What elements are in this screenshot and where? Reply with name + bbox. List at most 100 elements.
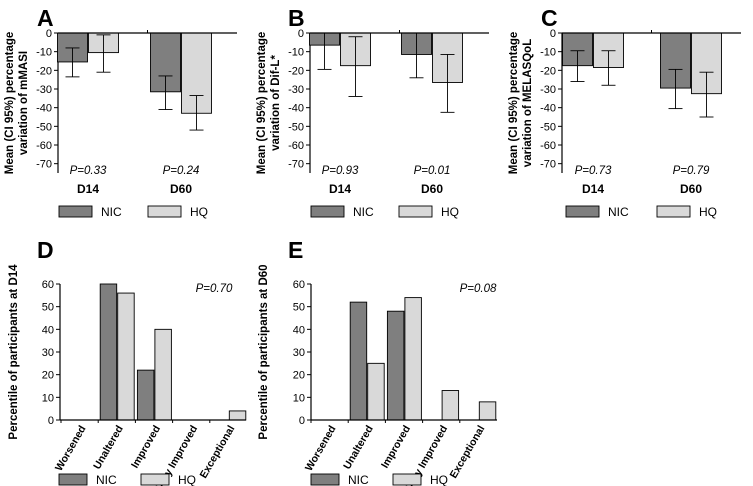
y-tick-label-c: -70: [540, 159, 556, 171]
legend-swatch-nic: [310, 473, 340, 486]
panel-label-c: C: [541, 5, 558, 31]
legend-a: NIC HQ: [58, 205, 208, 219]
y-tick-label-e: 0: [299, 415, 305, 427]
y-axis-title-a: Mean (CI 95%) percentage: [4, 32, 16, 175]
legend-label-nic: NIC: [348, 473, 369, 486]
panel-b: B Mean (CI 95%) percentage variation of Di…: [256, 5, 489, 219]
panel-label-b: B: [288, 5, 305, 31]
legend-swatch-nic: [310, 205, 345, 218]
y-tick-label-c: -60: [540, 140, 556, 152]
y-tick-label-a: -10: [36, 47, 52, 59]
panel-e: E Percentile of participants at D60 0 10 20 3…: [258, 237, 497, 486]
panel-label-e: E: [288, 237, 303, 263]
y-tick-label-a: -20: [36, 65, 52, 77]
y-axis-title-d: Percentile of participants at D14: [8, 264, 20, 440]
p-value-a: P=0.33: [70, 165, 107, 177]
x-tick-label-a: D14: [77, 182, 99, 196]
legend-label-nic: NIC: [353, 205, 374, 219]
bar-nic-d-2: [136, 369, 155, 421]
legend-d: NIC HQ: [58, 473, 196, 486]
y-tick-label-b: -20: [288, 65, 304, 77]
x-tick-label-d: Improved: [129, 424, 163, 471]
legend-label-hq: HQ: [430, 473, 448, 486]
y-tick-label-c: -10: [540, 47, 556, 59]
bar-hq-e-3: [441, 390, 460, 421]
bar-nic-e-2: [386, 310, 405, 421]
y-tick-label-c: 0: [550, 28, 556, 40]
y-tick-label-c: -30: [540, 84, 556, 96]
x-tick-label-d: Exceptional: [198, 423, 238, 480]
y-axis-title-b: Mean (CI 95%) percentage: [256, 32, 268, 175]
x-tick-label-c: D14: [582, 182, 604, 196]
y-tick-label-a: -40: [36, 103, 52, 115]
y-tick-label-e: 30: [293, 347, 305, 359]
legend-swatch-nic: [58, 205, 93, 218]
p-value-c: P=0.73: [575, 165, 612, 177]
panel-label-d: D: [37, 237, 54, 263]
bar-nic-d-1: [99, 283, 118, 421]
y-tick-label-e: 20: [293, 370, 305, 382]
bar-nic-e-1: [349, 301, 368, 421]
y-tick-label-d: 30: [42, 347, 54, 359]
legend-label-nic: NIC: [608, 205, 629, 219]
y-tick-label-b: -10: [288, 47, 304, 59]
panel-d: D Percentile of participants at D14 0 10 20 3…: [8, 237, 247, 486]
legend-label-hq: HQ: [178, 473, 196, 486]
y-axis-title-a: variation of mMASI: [18, 51, 30, 155]
y-tick-label-b: -30: [288, 84, 304, 96]
p-value-c: P=0.79: [673, 165, 710, 177]
y-tick-label-a: -50: [36, 121, 52, 133]
x-tick-label-b: D14: [329, 182, 351, 196]
y-tick-label-a: 0: [46, 28, 52, 40]
legend-label-hq: HQ: [699, 205, 717, 219]
y-axis-title-e: Percentile of participants at D60: [258, 264, 270, 439]
y-tick-label-b: -50: [288, 121, 304, 133]
y-tick-label-b: -70: [288, 159, 304, 171]
legend-swatch-hq: [147, 205, 182, 218]
legend-label-hq: HQ: [190, 205, 208, 219]
panel-a: A Mean (CI 95%) percentage variation of mM…: [4, 5, 237, 219]
y-tick-label-e: 60: [293, 279, 305, 291]
y-tick-label-d: 50: [42, 302, 54, 314]
y-tick-label-c: -50: [540, 121, 556, 133]
y-tick-label-c: -20: [540, 65, 556, 77]
x-tick-label-c: D60: [680, 182, 702, 196]
x-tick-label-a: D60: [170, 182, 192, 196]
x-tick-label-e: Unaltered: [341, 424, 376, 472]
y-tick-label-d: 60: [42, 279, 54, 291]
bar-hq-e-1: [367, 362, 385, 421]
panel-c: C Mean (CI 95%) percentage variation of ME…: [508, 5, 741, 219]
y-tick-label-e: 40: [293, 324, 305, 336]
y-tick-label-d: 20: [42, 370, 54, 382]
y-tick-label-b: 0: [298, 28, 304, 40]
x-tick-label-e: Improved: [379, 424, 413, 471]
p-value-b: P=0.93: [322, 165, 359, 177]
panel-label-a: A: [37, 5, 54, 31]
bar-hq-d-4: [228, 410, 247, 421]
y-tick-label-b: -60: [288, 140, 304, 152]
legend-label-nic: NIC: [101, 205, 122, 219]
legend-e: NIC HQ: [310, 473, 448, 486]
x-tick-label-e: Worsened: [303, 424, 339, 474]
y-tick-label-b: -40: [288, 103, 304, 115]
legend-label-hq: HQ: [441, 205, 459, 219]
legend-swatch-hq: [140, 473, 170, 486]
legend-swatch-nic: [58, 473, 88, 486]
y-tick-label-a: -70: [36, 159, 52, 171]
legend-b: NIC HQ: [310, 205, 459, 219]
y-tick-label-e: 50: [293, 302, 305, 314]
y-tick-label-a: -60: [36, 140, 52, 152]
bar-hq-e-2: [404, 297, 422, 421]
p-value-e: P=0.08: [460, 283, 497, 295]
legend-swatch-nic: [565, 205, 600, 218]
bar-hq-d-2: [154, 328, 172, 421]
x-tick-label-b: D60: [421, 182, 443, 196]
bar-hq-e-4: [478, 401, 497, 421]
y-tick-label-d: 40: [42, 324, 54, 336]
legend-swatch-hq: [398, 205, 433, 218]
legend-c: NIC HQ: [565, 205, 717, 219]
y-tick-label-a: -30: [36, 84, 52, 96]
y-axis-title-c: variation of MELASQoL: [522, 39, 534, 167]
legend-swatch-hq: [392, 473, 422, 486]
